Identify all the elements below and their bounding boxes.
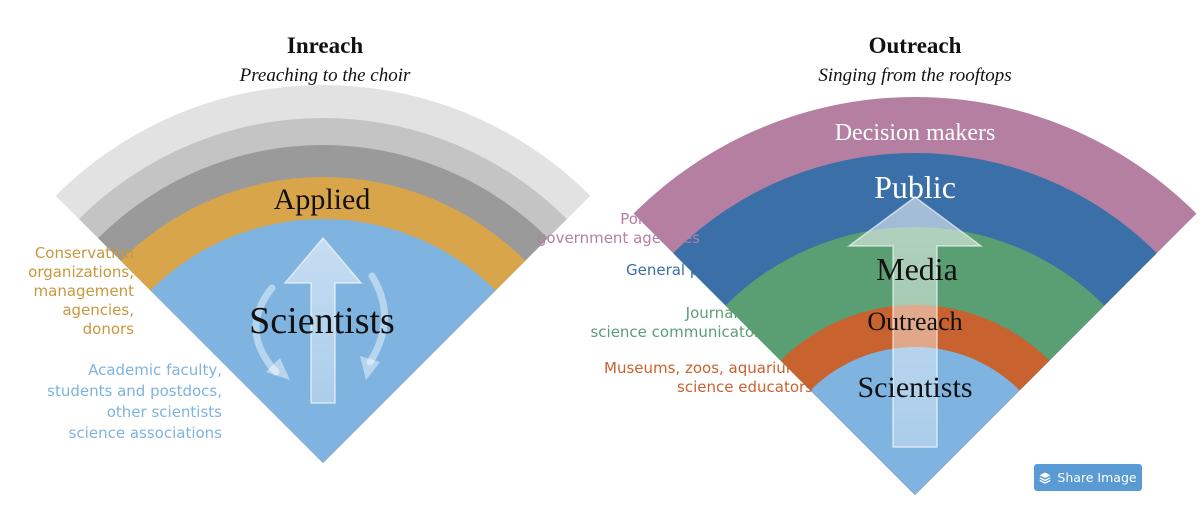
share-image-button[interactable]: Share Image <box>1034 464 1142 491</box>
share-image-label: Share Image <box>1057 470 1137 485</box>
outreach-title: Outreach <box>869 33 962 58</box>
inreach-scientists-audience-label: Academic faculty, students and postdocs, o… <box>47 361 222 442</box>
side-label-line: science associations <box>69 424 223 442</box>
inreach-cycle-arrow-left <box>252 284 280 376</box>
inreach-title: Inreach <box>287 33 363 58</box>
outreach-media-label: Media <box>876 251 958 287</box>
inreach-up-arrow <box>283 236 363 404</box>
inreach-applied-label: Applied <box>274 183 371 216</box>
outreach-public-audience-label: General public <box>626 261 735 279</box>
outreach-politicians-audience-label: Politicians, government agencies <box>537 210 700 247</box>
outreach-diagram: Outreach Singing from the rooftops Decis… <box>537 33 1197 496</box>
side-label-line: students and postdocs, <box>47 382 222 400</box>
inreach-subtitle: Preaching to the choir <box>239 65 411 86</box>
side-label-line: Journalists, <box>685 304 768 322</box>
outreach-subtitle: Singing from the rooftops <box>818 65 1011 86</box>
side-label-line: Conservation <box>35 244 134 262</box>
side-label-line: government agencies <box>537 229 700 247</box>
outreach-outreach-audience-label: Museums, zoos, aquariums, science educato… <box>604 359 813 396</box>
side-label-line: General public <box>626 261 735 279</box>
side-label-line: Museums, zoos, aquariums, <box>604 359 813 377</box>
outreach-media-audience-label: Journalists, science communicators <box>590 304 768 341</box>
inreach-applied-audience-label: Conservation organizations, management agen… <box>28 244 134 338</box>
side-label-line: science educators <box>677 378 813 396</box>
side-label-line: Politicians, <box>620 210 700 228</box>
side-label-line: management <box>34 282 135 300</box>
inreach-cycle-arrowhead-left <box>266 358 290 380</box>
side-label-line: science communicators <box>590 323 768 341</box>
side-label-line: agencies, <box>62 301 134 319</box>
inreach-cycle-arrow-right <box>366 272 388 366</box>
side-label-line: other scientists <box>107 403 222 421</box>
inreach-cycle-arrowhead-right <box>360 356 380 380</box>
outreach-decision-makers-label: Decision makers <box>835 120 996 146</box>
inreach-scientists-label: Scientists <box>249 300 395 342</box>
side-label-line: Academic faculty, <box>88 361 222 379</box>
layers-icon <box>1039 472 1051 484</box>
outreach-outreach-label: Outreach <box>867 307 962 336</box>
outreach-public-label: Public <box>874 169 956 205</box>
inreach-diagram: Inreach Preaching to the choir Applied S… <box>28 33 591 464</box>
outreach-up-arrow <box>846 196 984 448</box>
side-label-line: donors <box>83 320 135 338</box>
side-label-line: organizations, <box>28 263 134 281</box>
outreach-scientists-label: Scientists <box>857 371 972 404</box>
